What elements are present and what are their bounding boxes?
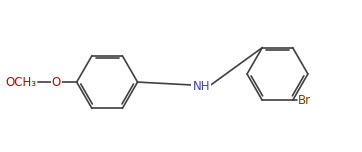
Text: NH: NH [193,80,210,93]
Text: Br: Br [298,94,311,107]
Text: O: O [52,76,61,89]
Text: OCH₃: OCH₃ [5,76,36,89]
